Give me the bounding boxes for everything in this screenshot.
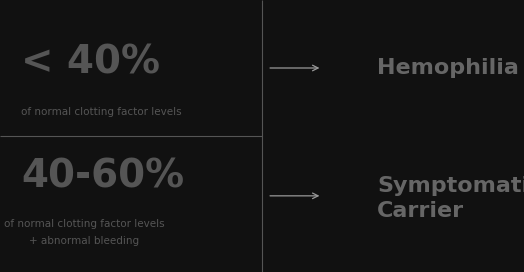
Text: + abnormal bleeding: + abnormal bleeding [29,236,139,246]
Text: Carrier: Carrier [377,201,464,221]
Text: of normal clotting factor levels: of normal clotting factor levels [4,220,164,229]
Text: 40-60%: 40-60% [21,158,184,196]
Text: Hemophilia: Hemophilia [377,58,519,78]
Text: of normal clotting factor levels: of normal clotting factor levels [21,107,182,116]
Text: < 40%: < 40% [21,44,160,82]
Text: Symptomatic: Symptomatic [377,176,524,196]
